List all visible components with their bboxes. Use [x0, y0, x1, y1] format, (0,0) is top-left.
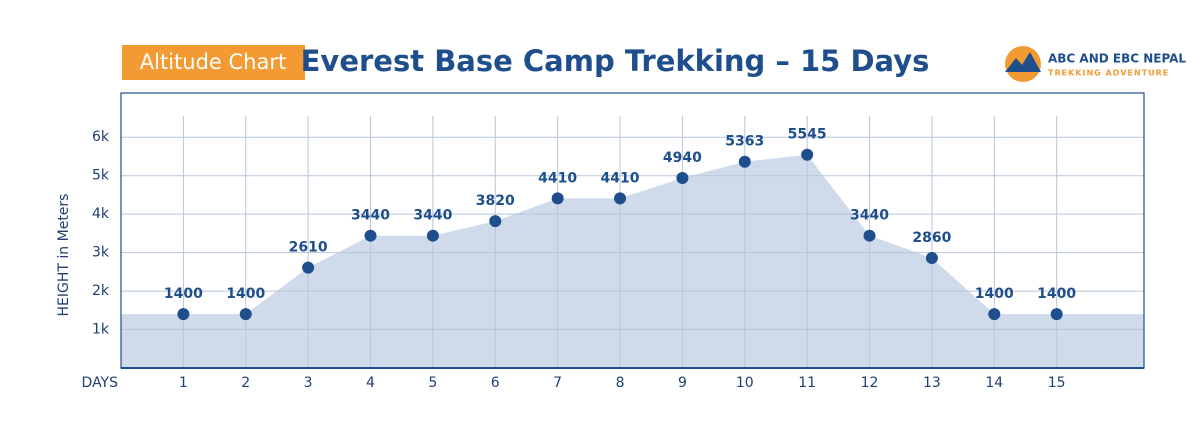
x-axis-label: DAYS — [82, 375, 119, 391]
y-axis-label: HEIGHT in Meters — [56, 194, 72, 317]
value-label: 1400 — [1037, 286, 1076, 302]
logo-tagline: TREKKING ADVENTURE — [1048, 69, 1169, 78]
value-label: 3440 — [850, 208, 889, 224]
value-label: 5545 — [788, 127, 827, 143]
x-tick-label: 13 — [923, 375, 941, 391]
x-tick-label: 2 — [241, 375, 250, 391]
point — [364, 229, 377, 242]
value-label: 4940 — [663, 150, 702, 166]
badge-box — [122, 45, 305, 80]
value-label: 2610 — [289, 240, 328, 256]
badge: Altitude Chart — [140, 50, 286, 74]
value-label: 3440 — [413, 208, 452, 224]
y-tick-label: 5k — [92, 168, 110, 184]
x-tick-label: 15 — [1048, 375, 1066, 391]
value-label: 4410 — [601, 170, 640, 186]
point — [239, 308, 252, 321]
value-label: 2860 — [912, 230, 951, 246]
point — [801, 148, 814, 161]
x-tick-label: 4 — [366, 375, 375, 391]
y-tick-label: 2k — [92, 283, 110, 299]
area-extension — [1056, 314, 1144, 368]
y-tick-label: 4k — [92, 206, 110, 222]
logo-name: ABC AND EBC NEPAL — [1048, 52, 1186, 66]
x-tick-label: 10 — [736, 375, 754, 391]
x-tick-label: 1 — [179, 375, 188, 391]
x-tick-label: 7 — [553, 375, 562, 391]
x-tick-label: 9 — [678, 375, 687, 391]
value-label: 4410 — [538, 170, 577, 186]
logo: ABC AND EBC NEPAL TREKKING ADVENTURE — [1005, 46, 1186, 82]
x-tick-label: 5 — [428, 375, 437, 391]
value-label: 1400 — [164, 286, 203, 302]
x-tick-label: 6 — [491, 375, 500, 391]
y-tick-label: 6k — [92, 129, 110, 145]
point — [738, 155, 751, 168]
logo-mountain — [1005, 52, 1041, 72]
value-label: 5363 — [725, 134, 764, 150]
x-tick-label: 12 — [861, 375, 879, 391]
y-tick-label: 1k — [92, 322, 110, 338]
point — [1050, 308, 1063, 321]
value-label: 3440 — [351, 208, 390, 224]
point — [426, 229, 439, 242]
value-label: 1400 — [975, 286, 1014, 302]
x-tick-label: 3 — [304, 375, 313, 391]
area-extension — [121, 314, 184, 368]
point — [177, 308, 190, 321]
x-tick-label: 14 — [985, 375, 1003, 391]
point — [863, 229, 876, 242]
value-label: 1400 — [226, 286, 265, 302]
x-tick-label: 8 — [616, 375, 625, 391]
point — [614, 192, 627, 205]
value-label: 3820 — [476, 193, 515, 209]
x-tick-label: 11 — [798, 375, 816, 391]
chart-title: Everest Base Camp Trekking – 15 Days — [301, 44, 930, 78]
point — [551, 192, 564, 205]
point — [489, 215, 502, 228]
point — [925, 252, 938, 264]
y-tick-label: 3k — [92, 245, 110, 261]
point — [302, 261, 315, 274]
point — [676, 172, 689, 184]
point — [988, 308, 1001, 321]
